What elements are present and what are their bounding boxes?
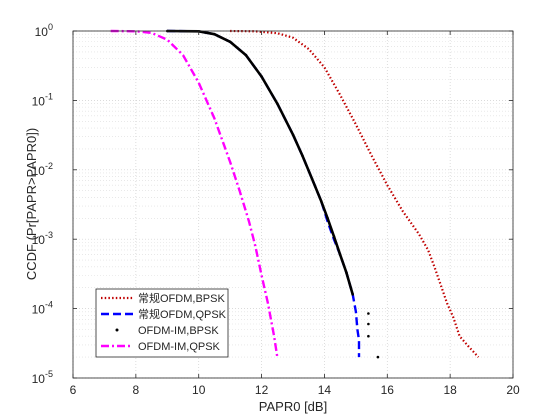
x-tick-label: 20 [506, 383, 520, 397]
plot-frame [72, 30, 514, 379]
series-3-point [228, 40, 232, 44]
y-axis-label: CCDF (Pr[PAPR>PAPR0]) [24, 128, 39, 280]
series-2-line [167, 29, 361, 358]
x-axis-label: PAPR0 [dB] [259, 399, 327, 414]
series-3-point [367, 312, 370, 315]
legend-label-1: 常规OFDM,BPSK [138, 291, 225, 305]
legend-marker-3 [115, 328, 119, 332]
y-tick-label: 10-5 [32, 369, 53, 386]
series-3-line [167, 29, 354, 295]
series-4-line [110, 29, 279, 358]
series-3-point [301, 154, 304, 157]
series-3-point [367, 334, 370, 338]
x-tick-label: 8 [133, 383, 140, 397]
legend-label-2: 常规OFDM,QPSK [138, 307, 227, 321]
series-3-point [310, 177, 314, 180]
series-3-point [345, 271, 348, 274]
series-3 [166, 29, 380, 359]
series-3-point [291, 133, 295, 136]
x-tick-label: 14 [318, 383, 332, 397]
x-tick-label: 16 [381, 383, 395, 397]
x-tick-label: 6 [70, 383, 77, 397]
series-3-point [351, 293, 355, 296]
series-layer [110, 29, 480, 359]
series-3-point [260, 75, 263, 78]
series-3-point [244, 53, 248, 57]
legend: 常规OFDM,BPSK 常规OFDM,QPSK OFDM-IM,BPSK OFDM-I… [95, 288, 229, 358]
y-tick-label: 10-2 [32, 161, 53, 178]
series-3-point [326, 217, 329, 220]
x-tick-label: 18 [443, 383, 457, 397]
y-tick-label: 10-3 [32, 230, 53, 247]
series-3-point [376, 355, 380, 359]
ticks: 6 8 10 12 14 16 18 20 10-5 10-4 10-3 10-2 10-1 100 [32, 22, 520, 397]
series-3-point [332, 235, 336, 238]
y-tick-label: 10-1 [32, 91, 53, 108]
series-1-line [230, 29, 480, 358]
legend-label-3: OFDM-IM,BPSK [138, 325, 219, 337]
x-tick-label: 12 [255, 383, 269, 397]
legend-label-4: OFDM-IM,QPSK [138, 341, 221, 353]
y-tick-label: 10-4 [32, 300, 53, 317]
series-3-point [276, 102, 279, 105]
series-3-point [338, 253, 342, 256]
series-1 [230, 29, 480, 358]
x-tick-label: 10 [192, 383, 206, 397]
series-2 [167, 29, 361, 358]
series-3-point [367, 322, 370, 326]
series-3-point [320, 200, 323, 203]
series-3-point [213, 32, 216, 36]
y-tick-label: 100 [35, 22, 53, 39]
series-4 [110, 29, 279, 358]
